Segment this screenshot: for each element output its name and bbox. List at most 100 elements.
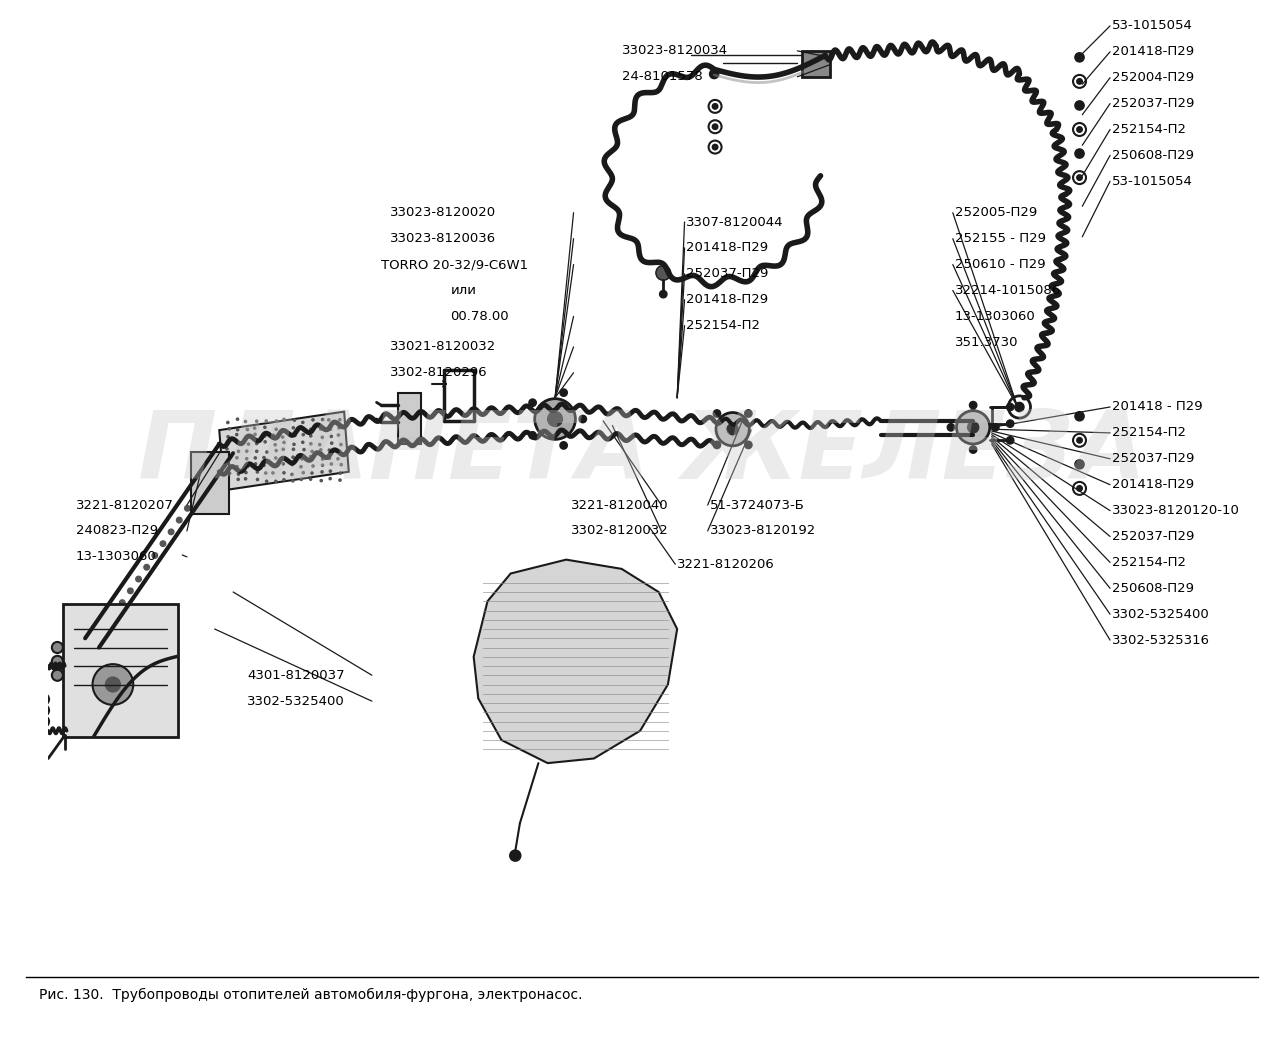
Circle shape xyxy=(265,434,266,436)
Circle shape xyxy=(247,435,249,437)
Circle shape xyxy=(226,429,227,431)
Circle shape xyxy=(579,415,587,423)
Circle shape xyxy=(1077,485,1082,492)
Circle shape xyxy=(303,465,304,468)
Circle shape xyxy=(119,599,125,606)
Circle shape xyxy=(291,434,294,437)
Circle shape xyxy=(968,422,978,433)
Circle shape xyxy=(318,419,321,422)
Circle shape xyxy=(302,455,304,457)
Circle shape xyxy=(229,463,230,465)
Circle shape xyxy=(327,429,330,431)
Circle shape xyxy=(105,677,121,691)
FancyBboxPatch shape xyxy=(190,452,230,515)
Circle shape xyxy=(716,412,750,446)
Circle shape xyxy=(285,441,286,444)
Text: 252037-П29: 252037-П29 xyxy=(687,268,769,280)
Circle shape xyxy=(256,449,258,451)
Circle shape xyxy=(281,436,284,438)
Circle shape xyxy=(275,419,276,422)
Circle shape xyxy=(265,457,266,459)
Circle shape xyxy=(276,449,277,451)
Circle shape xyxy=(300,449,303,451)
Circle shape xyxy=(266,426,268,429)
Circle shape xyxy=(318,464,321,467)
Circle shape xyxy=(321,434,324,436)
Circle shape xyxy=(302,433,304,436)
Circle shape xyxy=(51,642,63,653)
Text: 3302-5325400: 3302-5325400 xyxy=(1112,608,1210,620)
Circle shape xyxy=(320,450,322,452)
Text: 201418-П29: 201418-П29 xyxy=(1112,478,1194,492)
Text: 51-3724073-Б: 51-3724073-Б xyxy=(710,499,804,511)
Circle shape xyxy=(281,458,284,460)
Circle shape xyxy=(239,470,240,473)
Circle shape xyxy=(238,457,240,459)
Circle shape xyxy=(275,465,276,468)
Text: 252155 - П29: 252155 - П29 xyxy=(954,232,1045,245)
Circle shape xyxy=(226,448,229,451)
Circle shape xyxy=(256,440,257,442)
Circle shape xyxy=(245,442,248,445)
Circle shape xyxy=(713,441,720,449)
Text: 250610 - П29: 250610 - П29 xyxy=(954,258,1045,271)
Circle shape xyxy=(238,433,240,435)
Circle shape xyxy=(254,419,257,422)
Circle shape xyxy=(245,427,248,429)
Text: 13-1303060: 13-1303060 xyxy=(954,310,1035,323)
Circle shape xyxy=(510,850,521,861)
Circle shape xyxy=(281,418,284,420)
Circle shape xyxy=(282,480,285,482)
Circle shape xyxy=(185,505,190,511)
Circle shape xyxy=(339,444,342,446)
Text: 53-1015054: 53-1015054 xyxy=(1112,20,1193,32)
Circle shape xyxy=(311,464,313,468)
Text: 252154-П2: 252154-П2 xyxy=(687,319,760,332)
Circle shape xyxy=(312,429,313,431)
Circle shape xyxy=(266,480,268,482)
Circle shape xyxy=(291,444,293,446)
Text: 33023-8120020: 33023-8120020 xyxy=(390,206,497,220)
Circle shape xyxy=(1077,437,1082,444)
Circle shape xyxy=(1007,419,1014,428)
Polygon shape xyxy=(474,560,677,764)
Circle shape xyxy=(256,478,258,480)
Circle shape xyxy=(339,418,342,422)
Text: 201418 - П29: 201418 - П29 xyxy=(1112,401,1203,413)
Circle shape xyxy=(318,427,321,429)
Text: 33023-8120192: 33023-8120192 xyxy=(710,524,815,538)
Circle shape xyxy=(152,552,158,559)
Circle shape xyxy=(247,479,249,481)
Circle shape xyxy=(209,470,214,476)
Text: 351.3730: 351.3730 xyxy=(954,336,1018,348)
Circle shape xyxy=(311,419,313,422)
Circle shape xyxy=(1075,52,1084,62)
Bar xyxy=(398,393,421,444)
Circle shape xyxy=(247,420,249,423)
Circle shape xyxy=(991,424,999,431)
Circle shape xyxy=(257,465,258,468)
Circle shape xyxy=(713,410,720,417)
Circle shape xyxy=(265,450,267,452)
Text: 252154-П2: 252154-П2 xyxy=(1112,427,1186,439)
Circle shape xyxy=(529,432,537,439)
Circle shape xyxy=(291,478,294,480)
Circle shape xyxy=(168,529,173,535)
Circle shape xyxy=(309,442,311,445)
Circle shape xyxy=(948,424,954,431)
Circle shape xyxy=(248,472,249,474)
Circle shape xyxy=(713,144,718,150)
Circle shape xyxy=(200,482,207,487)
Circle shape xyxy=(291,463,293,465)
Circle shape xyxy=(320,440,322,442)
Text: 3221-8120207: 3221-8120207 xyxy=(76,499,173,511)
Circle shape xyxy=(176,518,182,523)
Circle shape xyxy=(229,435,231,438)
Circle shape xyxy=(294,419,297,422)
Circle shape xyxy=(236,464,238,468)
Polygon shape xyxy=(220,412,349,491)
Circle shape xyxy=(969,402,977,409)
Circle shape xyxy=(144,565,149,570)
Text: 3302-8120296: 3302-8120296 xyxy=(390,366,488,380)
Circle shape xyxy=(263,420,266,423)
